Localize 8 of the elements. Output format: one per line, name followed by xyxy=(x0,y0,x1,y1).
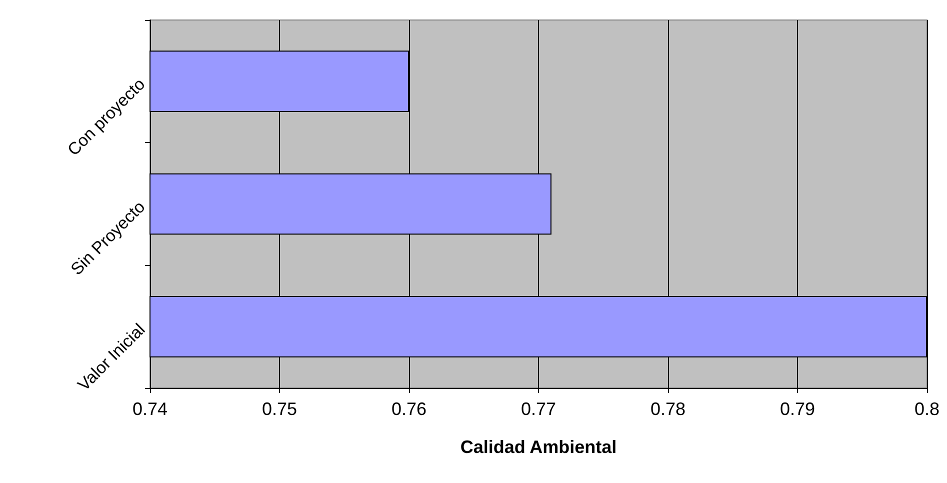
x-tick-label: 0.76 xyxy=(391,399,427,419)
x-tick-label: 0.75 xyxy=(262,399,298,419)
x-axis-title: Calidad Ambiental xyxy=(460,437,617,457)
x-tick-label: 0.74 xyxy=(132,399,168,419)
x-tick-label: 0.77 xyxy=(520,399,556,419)
x-tick-label: 0.78 xyxy=(650,399,686,419)
x-tick-label: 0.8 xyxy=(914,399,940,419)
x-tick-label: 0.79 xyxy=(780,399,816,419)
